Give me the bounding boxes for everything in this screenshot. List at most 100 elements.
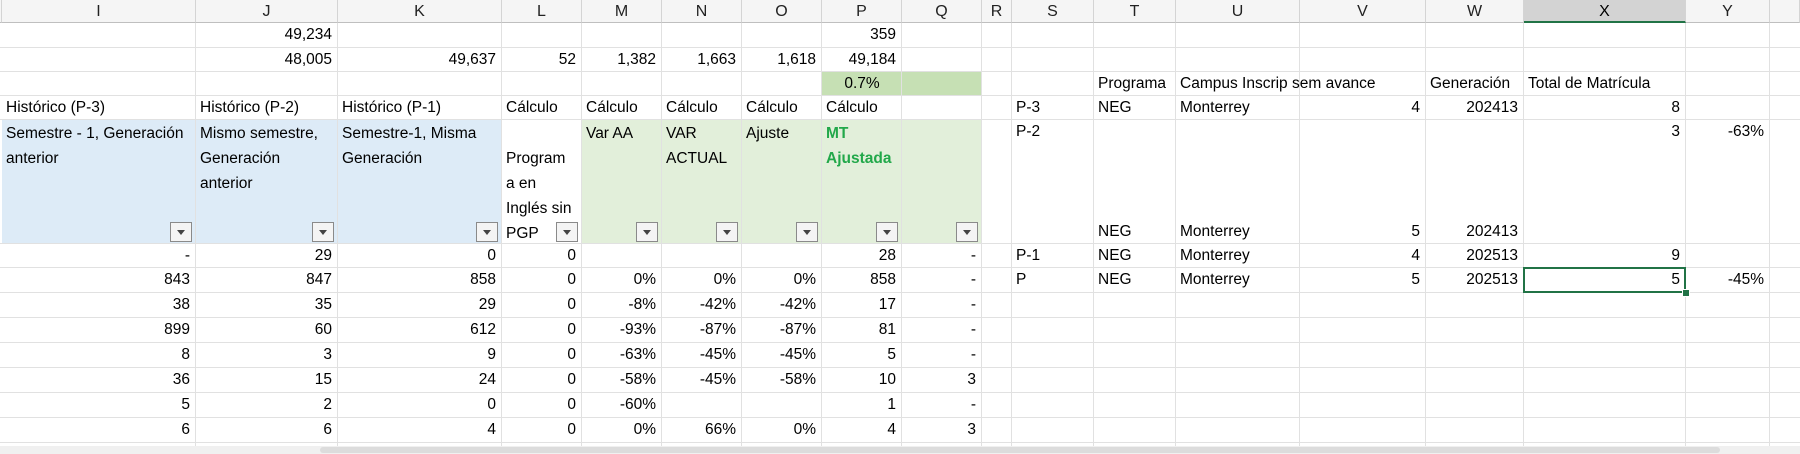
column-header-p[interactable]: P [822,0,902,23]
filter-dropdown-n[interactable] [716,222,738,242]
data-cell-m[interactable]: 0% [633,421,656,438]
column-header-s[interactable]: S [1012,0,1094,23]
data-cell-p[interactable]: 1 [887,396,896,413]
data-cell-n[interactable]: -45% [699,346,736,363]
filter-dropdown-m[interactable] [636,222,658,242]
data-cell-p[interactable]: 28 [878,247,896,264]
side-cell-v[interactable]: 5 [1411,271,1420,288]
data-cell-p[interactable]: 81 [878,321,896,338]
side-header-x[interactable]: Total de Matrícula [1528,75,1651,92]
data-cell-m[interactable]: -63% [619,346,656,363]
data-cell-q[interactable]: - [970,271,976,288]
fill-handle[interactable] [1682,289,1690,297]
data-cell-n[interactable]: -87% [699,321,736,338]
data-cell-o[interactable]: 0% [793,421,816,438]
side-cell-y[interactable]: -45% [1727,271,1764,288]
data-cell-p[interactable]: 858 [870,271,896,288]
data-cell-l[interactable]: 0 [567,396,576,413]
header-m[interactable]: Cálculo [586,99,638,116]
data-cell-k[interactable]: 0 [487,396,496,413]
column-header-n[interactable]: N [662,0,742,23]
column-header-l[interactable]: L [502,0,582,23]
data-cell-p[interactable]: 17 [878,296,896,313]
data-cell-p[interactable]: 10 [878,371,896,388]
data-cell-o[interactable] [742,244,822,268]
side-cell-u[interactable]: Monterrey [1180,247,1250,264]
data-cell-j[interactable]: 847 [306,271,332,288]
column-header-t[interactable]: T [1094,0,1176,23]
data-cell-o[interactable] [742,393,822,418]
filter-dropdown-k[interactable] [476,222,498,242]
data-cell-k[interactable]: 9 [487,346,496,363]
data-cell-i[interactable]: 38 [172,296,190,313]
side-cell-w[interactable]: 202513 [1466,271,1518,288]
data-cell-m[interactable]: -93% [619,321,656,338]
data-cell-i[interactable]: 8 [181,346,190,363]
data-cell-o[interactable]: 0% [793,271,816,288]
side-cell-s[interactable]: P-2 [1016,123,1041,140]
column-header-j[interactable]: J [196,0,338,23]
header-p[interactable]: Cálculo [826,99,878,116]
data-cell-o[interactable]: -45% [779,346,816,363]
column-header-v[interactable]: V [1300,0,1426,23]
side-cell-u[interactable]: Monterrey [1180,223,1250,240]
header-k[interactable]: Histórico (P-1) [342,99,442,116]
side-cell-s[interactable]: P-1 [1016,247,1041,264]
data-cell-q[interactable]: - [970,346,976,363]
data-cell-k[interactable]: 4 [487,421,496,438]
filter-dropdown-o[interactable] [796,222,818,242]
data-cell-q[interactable]: - [970,396,976,413]
data-cell-j[interactable]: 2 [323,396,332,413]
data-cell-p[interactable]: 4 [887,421,896,438]
data-cell-q[interactable]: - [970,321,976,338]
data-cell-i[interactable]: 843 [164,271,190,288]
data-cell-l[interactable]: 0 [567,421,576,438]
column-header-w[interactable]: W [1426,0,1524,23]
filter-dropdown-i[interactable] [170,222,192,242]
data-cell-j[interactable]: 35 [314,296,332,313]
total-o-row2[interactable]: 1,618 [777,51,816,68]
select-all-corner[interactable] [0,0,2,23]
total-k-row2[interactable]: 49,637 [448,51,496,68]
side-cell-w[interactable]: 202413 [1466,223,1518,240]
side-cell-s[interactable]: P [1016,271,1027,288]
side-cell-y[interactable] [1686,220,1770,244]
data-cell-j[interactable]: 15 [314,371,332,388]
side-cell-w[interactable] [1426,120,1524,144]
total-p-row3[interactable]: 0.7% [844,75,880,92]
side-cell-x[interactable]: 5 [1671,271,1680,288]
total-p-row2[interactable]: 49,184 [848,51,896,68]
data-cell-k[interactable]: 29 [478,296,496,313]
data-cell-k[interactable]: 24 [478,371,496,388]
data-cell-l[interactable]: 0 [567,247,576,264]
data-cell-n[interactable]: -45% [699,371,736,388]
side-cell-x[interactable]: 3 [1671,123,1680,140]
data-cell-o[interactable]: -58% [779,371,816,388]
header-o[interactable]: Cálculo [746,99,798,116]
side-cell-t[interactable]: NEG [1098,223,1132,240]
data-cell-n[interactable]: -42% [699,296,736,313]
data-cell-j[interactable]: 29 [314,247,332,264]
header-l[interactable]: Cálculo [506,99,558,116]
total-m-row2[interactable]: 1,382 [617,51,656,68]
data-cell-i[interactable]: 5 [181,396,190,413]
column-header-r[interactable]: R [982,0,1012,23]
data-cell-m[interactable]: -60% [619,396,656,413]
side-cell-t[interactable] [1094,120,1176,144]
filter-dropdown-p[interactable] [876,222,898,242]
data-cell-q[interactable]: - [970,296,976,313]
column-header-u[interactable]: U [1176,0,1300,23]
data-cell-m[interactable]: 0% [633,271,656,288]
header-n[interactable]: Cálculo [666,99,718,116]
side-cell-s[interactable]: P-3 [1016,99,1041,116]
side-cell-y[interactable] [1686,244,1770,268]
data-cell-j[interactable]: 60 [314,321,332,338]
data-cell-k[interactable]: 0 [487,247,496,264]
data-cell-n[interactable] [662,393,742,418]
column-header-m[interactable]: M [582,0,662,23]
data-cell-j[interactable]: 6 [323,421,332,438]
side-header-t[interactable]: Programa [1098,75,1167,92]
data-cell-l[interactable]: 0 [567,321,576,338]
side-header-u[interactable]: Campus Inscrip sem avance [1180,75,1376,92]
